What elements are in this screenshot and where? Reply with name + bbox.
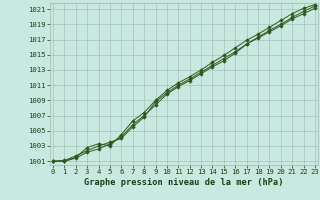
X-axis label: Graphe pression niveau de la mer (hPa): Graphe pression niveau de la mer (hPa): [84, 178, 284, 187]
